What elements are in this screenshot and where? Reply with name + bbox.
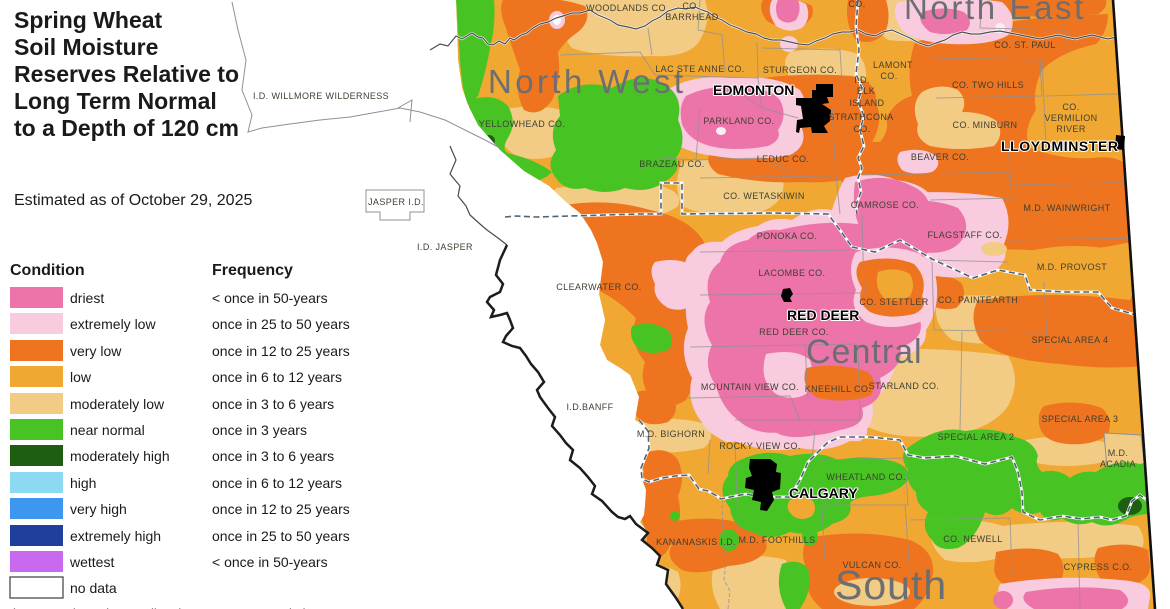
svg-text:once in 12 to 25 years: once in 12 to 25 years <box>212 343 350 359</box>
svg-text:PONOKA CO.: PONOKA CO. <box>757 231 818 241</box>
svg-text:once in 3 to 6 years: once in 3 to 6 years <box>212 448 334 464</box>
svg-text:KANANASKIS I.D.: KANANASKIS I.D. <box>656 537 736 547</box>
svg-text:very high: very high <box>70 501 127 517</box>
svg-text:CALGARY: CALGARY <box>789 485 858 501</box>
svg-text:RIVER: RIVER <box>1056 124 1086 134</box>
svg-text:ELK: ELK <box>857 86 875 96</box>
svg-text:CAMROSE CO.: CAMROSE CO. <box>851 200 919 210</box>
svg-text:LEDUC CO.: LEDUC CO. <box>757 154 810 164</box>
svg-text:M.D. BIGHORN: M.D. BIGHORN <box>637 429 705 439</box>
svg-text:BEAVER CO.: BEAVER CO. <box>911 152 969 162</box>
svg-text:M.D. WAINWRIGHT: M.D. WAINWRIGHT <box>1023 203 1110 213</box>
svg-text:CO. MINBURN: CO. MINBURN <box>953 120 1018 130</box>
svg-text:extremely high: extremely high <box>70 528 161 544</box>
svg-text:ROCKY VIEW CO.: ROCKY VIEW CO. <box>719 441 800 451</box>
svg-text:ACADIA: ACADIA <box>1100 459 1136 469</box>
svg-text:moderately high: moderately high <box>70 448 170 464</box>
svg-text:M.D. PROVOST: M.D. PROVOST <box>1037 262 1107 272</box>
svg-text:M.D.: M.D. <box>1108 448 1129 458</box>
svg-text:EDMONTON: EDMONTON <box>713 82 794 98</box>
svg-text:very low: very low <box>70 343 122 359</box>
svg-text:CO. ST. PAUL: CO. ST. PAUL <box>994 40 1056 50</box>
svg-text:SPECIAL AREA 4: SPECIAL AREA 4 <box>1032 335 1109 345</box>
svg-text:I.D.: I.D. <box>854 75 870 85</box>
svg-text:once in 25 to 50 years: once in 25 to 50 years <box>212 528 350 544</box>
svg-text:M.D. FOOTHILLS: M.D. FOOTHILLS <box>738 535 815 545</box>
svg-text:< once in 50-years: < once in 50-years <box>212 290 328 306</box>
svg-text:JASPER I.D.: JASPER I.D. <box>368 197 424 207</box>
svg-text:ISLAND: ISLAND <box>850 98 885 108</box>
svg-text:FLAGSTAFF CO.: FLAGSTAFF CO. <box>927 230 1002 240</box>
svg-text:once in 6 to 12 years: once in 6 to 12 years <box>212 369 342 385</box>
svg-text:once in 6 to 12 years: once in 6 to 12 years <box>212 475 342 491</box>
svg-text:RED DEER CO.: RED DEER CO. <box>759 327 829 337</box>
svg-text:near normal: near normal <box>70 422 145 438</box>
svg-text:LAMONT: LAMONT <box>873 60 913 70</box>
svg-text:Reserves Relative to: Reserves Relative to <box>14 61 239 87</box>
svg-text:Central: Central <box>806 333 923 371</box>
svg-text:wettest: wettest <box>69 554 114 570</box>
svg-text:STRATHCONA: STRATHCONA <box>828 112 893 122</box>
svg-text:once in 25 to 50 years: once in 25 to 50 years <box>212 316 350 332</box>
svg-text:CO. WETASKIWIN: CO. WETASKIWIN <box>723 191 804 201</box>
svg-text:SPECIAL AREA 3: SPECIAL AREA 3 <box>1042 414 1119 424</box>
svg-text:low: low <box>70 369 92 385</box>
svg-text:CYPRESS C.O.: CYPRESS C.O. <box>1064 562 1133 572</box>
svg-text:South: South <box>835 562 947 608</box>
svg-text:CO. PAINTEARTH: CO. PAINTEARTH <box>938 295 1018 305</box>
svg-text:< once in 50-years: < once in 50-years <box>212 554 328 570</box>
svg-text:YELLOWHEAD CO.: YELLOWHEAD CO. <box>479 119 566 129</box>
svg-text:WOODLANDS CO: WOODLANDS CO <box>586 3 666 13</box>
svg-text:Spring Wheat: Spring Wheat <box>14 7 163 33</box>
svg-text:VERMILION: VERMILION <box>1044 113 1097 123</box>
svg-text:CO. TWO HILLS: CO. TWO HILLS <box>952 80 1024 90</box>
svg-text:LLOYDMINSTER: LLOYDMINSTER <box>1001 138 1119 154</box>
svg-text:once in 3 to 6 years: once in 3 to 6 years <box>212 396 334 412</box>
svg-text:to a Depth of 120 cm: to a Depth of 120 cm <box>14 115 239 141</box>
svg-text:LACOMBE CO.: LACOMBE CO. <box>759 268 826 278</box>
svg-text:high: high <box>70 475 96 491</box>
svg-text:PARKLAND CO.: PARKLAND CO. <box>703 116 774 126</box>
svg-text:SPECIAL AREA 2: SPECIAL AREA 2 <box>938 432 1015 442</box>
svg-text:Theme: Spring Wheat Soil Moist: Theme: Spring Wheat Soil Moisture Reserv… <box>5 606 399 609</box>
svg-text:North East: North East <box>904 0 1086 26</box>
svg-text:CO. STETTLER: CO. STETTLER <box>859 297 928 307</box>
svg-text:I.D.BANFF: I.D.BANFF <box>566 402 613 412</box>
svg-text:BARRHEAD: BARRHEAD <box>665 12 718 22</box>
svg-text:extremely low: extremely low <box>70 316 156 332</box>
svg-text:once in 12 to 25 years: once in 12 to 25 years <box>212 501 350 517</box>
svg-text:CO. NEWELL: CO. NEWELL <box>943 534 1003 544</box>
svg-text:CO.: CO. <box>880 71 897 81</box>
svg-text:STARLAND CO.: STARLAND CO. <box>869 381 940 391</box>
svg-text:STURGEON CO.: STURGEON CO. <box>763 65 837 75</box>
svg-text:Frequency: Frequency <box>212 262 293 279</box>
svg-text:Long Term Normal: Long Term Normal <box>14 88 217 114</box>
svg-text:KNEEHILL CO.: KNEEHILL CO. <box>805 384 872 394</box>
svg-text:Condition: Condition <box>10 262 85 279</box>
svg-text:Soil Moisture: Soil Moisture <box>14 34 158 60</box>
svg-text:MOUNTAIN VIEW CO.: MOUNTAIN VIEW CO. <box>701 382 799 392</box>
svg-text:moderately low: moderately low <box>70 396 165 412</box>
svg-text:BRAZEAU CO.: BRAZEAU CO. <box>639 159 704 169</box>
svg-text:CO.: CO. <box>853 124 870 134</box>
svg-text:once in 3 years: once in 3 years <box>212 422 307 438</box>
svg-text:Estimated as of October 29, 20: Estimated as of October 29, 2025 <box>14 192 252 209</box>
svg-text:WHEATLAND CO.: WHEATLAND CO. <box>826 472 906 482</box>
svg-text:LAC STE ANNE CO.: LAC STE ANNE CO. <box>655 64 744 74</box>
svg-text:driest: driest <box>70 290 104 306</box>
svg-text:RED DEER: RED DEER <box>787 307 859 323</box>
svg-text:VULCAN CO.: VULCAN CO. <box>842 560 901 570</box>
svg-text:no data: no data <box>70 580 117 596</box>
svg-text:North West: North West <box>488 63 686 100</box>
svg-text:CLEARWATER CO.: CLEARWATER CO. <box>556 282 641 292</box>
svg-text:CO.: CO. <box>682 1 699 11</box>
svg-text:I.D. WILLMORE WILDERNESS: I.D. WILLMORE WILDERNESS <box>253 91 389 101</box>
svg-text:CO.: CO. <box>1062 102 1079 112</box>
svg-text:I.D. JASPER: I.D. JASPER <box>417 242 473 252</box>
svg-text:CO.: CO. <box>848 0 865 9</box>
